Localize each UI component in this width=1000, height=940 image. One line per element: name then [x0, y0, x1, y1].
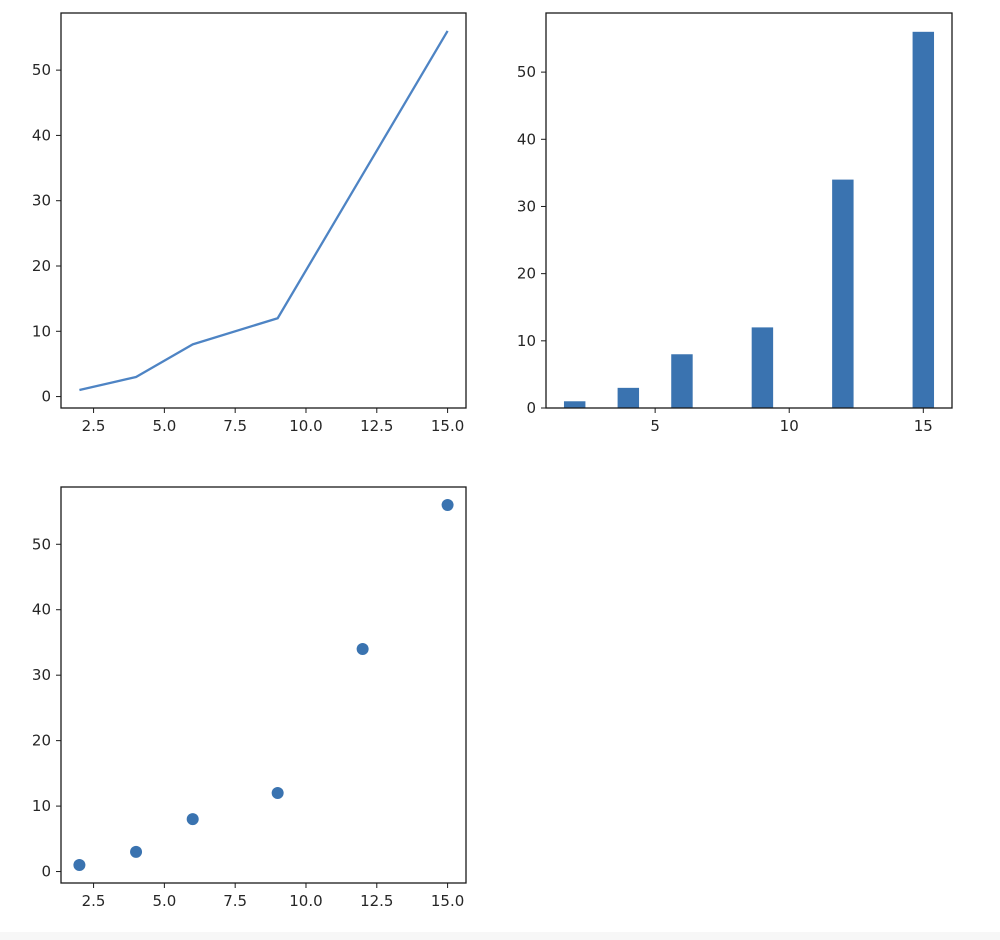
line-chart-x-tick-label: 12.5: [360, 417, 393, 435]
scatter-chart-axes: 2.5 5.0 7.5 10.0 12.5 15.0 0 10 20 30 40 50: [32, 486, 467, 910]
line-chart-y-tick-label: 10: [32, 322, 51, 340]
scatter-chart-point: [271, 787, 284, 799]
scatter-chart-y-tick-label: 30: [32, 666, 51, 684]
line-chart-axes: 2.5 5.0 7.5 10.0 12.5 15.0 0 10 20 30 40 50: [32, 12, 467, 435]
line-chart-series-line: [79, 30, 449, 392]
scatter-chart-y-tick-label: 0: [41, 863, 51, 881]
line-chart-y-tick-label: 20: [32, 257, 51, 275]
line-chart-frame: [60, 12, 467, 409]
line-chart-y-tick-label: 0: [41, 388, 51, 406]
bar-chart-bar: [751, 327, 774, 408]
scatter-chart-x-tick-label: 12.5: [360, 892, 393, 910]
bar-chart-x-tick-label: 10: [780, 417, 799, 435]
bar-chart-bar: [617, 387, 640, 408]
bar-chart-x-tick-label: 15: [914, 417, 933, 435]
bar-chart-axes: 5 10 15 0 10 20 30 40 50: [517, 12, 953, 435]
bar-chart-y-tick-label: 40: [517, 130, 536, 148]
scatter-chart-y-tick-label: 20: [32, 732, 51, 750]
scatter-chart-x-tick-label: 10.0: [289, 892, 322, 910]
line-chart-y-tick-label: 50: [32, 61, 51, 79]
line-chart-x-tick-label: 10.0: [289, 417, 322, 435]
line-chart-y-tick-label: 40: [32, 126, 51, 144]
line-chart-y-tick-label: 30: [32, 192, 51, 210]
line-chart-x-tick-label: 15.0: [431, 417, 464, 435]
line-chart-x-tick-label: 7.5: [223, 417, 247, 435]
bar-chart-y-tick-label: 50: [517, 63, 536, 81]
scatter-chart-point: [73, 859, 86, 871]
scatter-chart-point: [186, 813, 199, 826]
bar-chart-y-tick-label: 10: [517, 332, 536, 350]
scatter-chart-y-tick-label: 40: [32, 601, 51, 619]
bar-chart-y-tick-label: 20: [517, 265, 536, 283]
bar-chart-bar: [563, 401, 586, 408]
scatter-chart-x-tick-label: 15.0: [431, 892, 464, 910]
bar-chart-bar: [912, 31, 935, 409]
scatter-chart-x-tick-label: 7.5: [223, 892, 247, 910]
scatter-chart-frame: [60, 486, 467, 884]
scatter-chart-y-tick-label: 10: [32, 797, 51, 815]
scatter-chart-point: [356, 643, 369, 655]
line-chart-x-tick-label: 2.5: [82, 417, 106, 435]
bottom-strip: [0, 932, 1000, 940]
scatter-chart-x-tick-label: 2.5: [82, 892, 106, 910]
scatter-chart-point: [130, 845, 143, 858]
scatter-chart-y-tick-label: 50: [32, 535, 51, 553]
scatter-chart-point: [441, 499, 454, 511]
bar-chart-bar: [832, 179, 854, 408]
bar-chart-y-tick-label: 30: [517, 197, 536, 215]
scatter-chart-x-tick-label: 5.0: [152, 892, 176, 910]
bar-chart-y-tick-label: 0: [526, 399, 536, 417]
bar-chart-x-tick-label: 5: [650, 417, 660, 435]
line-chart-x-tick-label: 5.0: [152, 417, 176, 435]
bar-chart-bar: [671, 354, 693, 408]
bar-chart-frame: [545, 12, 953, 409]
